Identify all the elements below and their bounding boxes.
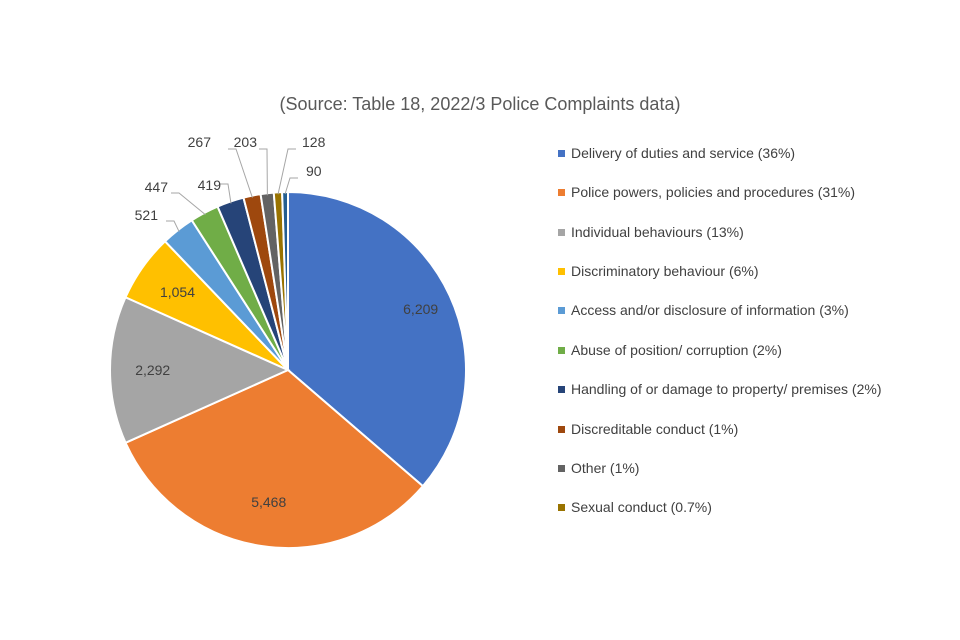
data-label: 128 bbox=[302, 134, 326, 150]
pie-slice bbox=[287, 190, 467, 488]
data-label: 447 bbox=[145, 179, 169, 195]
legend-item: Access and/or disclosure of information … bbox=[558, 300, 918, 320]
legend-item: Discreditable conduct (1%) bbox=[558, 419, 918, 439]
legend-label: Handling of or damage to property/ premi… bbox=[571, 381, 882, 397]
legend-item: Handling of or damage to property/ premi… bbox=[558, 379, 918, 399]
data-label: 419 bbox=[198, 177, 222, 193]
leader-line bbox=[171, 192, 206, 216]
leader-line bbox=[220, 183, 232, 204]
data-label: 6,209 bbox=[403, 301, 438, 317]
legend-swatch bbox=[558, 189, 565, 196]
data-label: 2,292 bbox=[135, 362, 170, 378]
data-label: 90 bbox=[306, 163, 322, 179]
leader-line bbox=[277, 148, 296, 195]
data-label: 1,054 bbox=[160, 284, 195, 300]
legend-label: Individual behaviours (13%) bbox=[571, 224, 744, 240]
legend-swatch bbox=[558, 504, 565, 511]
data-label: 521 bbox=[135, 207, 159, 223]
legend-label: Discreditable conduct (1%) bbox=[571, 421, 739, 437]
legend-label: Discriminatory behaviour (6%) bbox=[571, 263, 759, 279]
data-label: 203 bbox=[234, 134, 258, 150]
legend-swatch bbox=[558, 386, 565, 393]
legend-label: Other (1%) bbox=[571, 460, 640, 476]
legend-swatch bbox=[558, 268, 565, 275]
legend-label: Access and/or disclosure of information … bbox=[571, 302, 849, 318]
legend-swatch bbox=[558, 229, 565, 236]
leader-line bbox=[228, 148, 253, 198]
legend-swatch bbox=[558, 347, 565, 354]
legend-item: Discriminatory behaviour (6%) bbox=[558, 261, 918, 281]
legend-label: Sexual conduct (0.7%) bbox=[571, 499, 712, 515]
pie-slice bbox=[281, 190, 289, 371]
legend-item: Sexual conduct (0.7%) bbox=[558, 497, 918, 517]
legend-swatch bbox=[558, 150, 565, 157]
data-label: 267 bbox=[188, 134, 212, 150]
legend-swatch bbox=[558, 307, 565, 314]
legend-item: Individual behaviours (13%) bbox=[558, 222, 918, 242]
legend-swatch bbox=[558, 465, 565, 472]
chart-title: (Source: Table 18, 2022/3 Police Complai… bbox=[279, 94, 681, 114]
legend-label: Police powers, policies and procedures (… bbox=[571, 184, 856, 200]
data-label: 5,468 bbox=[251, 494, 286, 510]
legend-item: Police powers, policies and procedures (… bbox=[558, 182, 918, 202]
pie-slice bbox=[124, 368, 425, 549]
leader-line bbox=[284, 177, 298, 195]
leader-line bbox=[166, 220, 180, 232]
legend-item: Delivery of duties and service (36%) bbox=[558, 143, 918, 163]
legend-item: Abuse of position/ corruption (2%) bbox=[558, 340, 918, 360]
legend-label: Delivery of duties and service (36%) bbox=[571, 145, 796, 161]
leader-line bbox=[259, 148, 268, 196]
legend-label: Abuse of position/ corruption (2%) bbox=[571, 342, 782, 358]
pie-chart: 6,209 5,468 2,292 1,054 521 447 419 267 203 128 90 bbox=[109, 134, 467, 549]
legend-swatch bbox=[558, 426, 565, 433]
legend-item: Other (1%) bbox=[558, 458, 918, 478]
pie-slice bbox=[109, 295, 291, 445]
